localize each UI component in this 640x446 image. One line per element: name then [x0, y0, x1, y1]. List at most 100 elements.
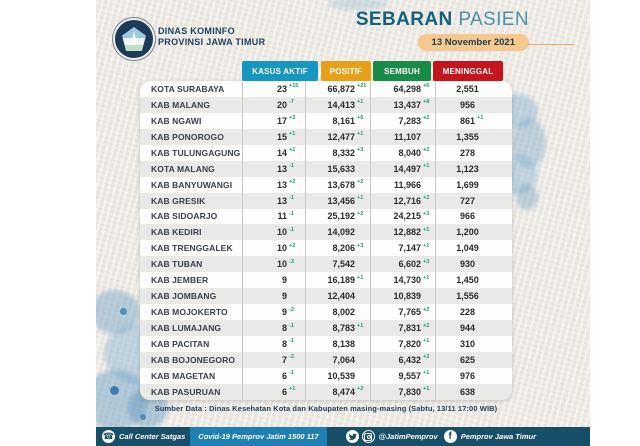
- agency-line1: DINAS KOMINFO: [158, 26, 235, 36]
- sembuh-value: 7,765 +2: [370, 304, 435, 320]
- sembuh-delta: +2: [423, 306, 430, 313]
- aktif-value: 10 -1: [242, 224, 305, 240]
- region-name: KAB NGAWI: [151, 115, 202, 126]
- positif-value: 16,189 +1: [305, 272, 370, 288]
- sembuh-value: 12,716 +2: [370, 193, 435, 209]
- positif-delta: +2: [357, 210, 364, 217]
- aktif-value: 10 +2: [242, 240, 305, 256]
- sembuh-delta: +2: [423, 322, 430, 329]
- positif-value: 66,872 +21: [305, 81, 370, 97]
- positif-value: 8,474 +2: [305, 384, 370, 400]
- positif-value: 7,542: [332, 259, 355, 270]
- aktif-delta: -2: [289, 306, 294, 313]
- call-center-label: Call Center Satgas: [119, 432, 186, 441]
- table-row: KAB SIDOARJO 11 -1 25,192 +2 24,215 +3 966: [140, 209, 512, 225]
- sembuh-value: 6,602 +3: [370, 256, 435, 272]
- title-bold: SEBARAN: [355, 9, 453, 30]
- sembuh-delta: +2: [423, 147, 430, 154]
- meninggal-value: 1,123: [456, 163, 479, 174]
- region-name: KAB TULUNGAGUNG: [151, 147, 241, 158]
- aktif-delta: +1: [289, 131, 296, 138]
- region-name: KAB KEDIRI: [151, 227, 202, 238]
- aktif-value: 9: [281, 291, 287, 302]
- positif-value: 12,477 +1: [305, 129, 370, 145]
- aktif-delta: +1: [289, 386, 296, 393]
- positif-value: 8,161 +6: [305, 113, 370, 129]
- sembuh-delta: +6: [423, 83, 430, 90]
- sembuh-delta: +1: [423, 338, 430, 345]
- region-name: KAB MOJOKERTO: [151, 307, 228, 318]
- aktif-value: 20 -7: [242, 97, 305, 113]
- phone-icon: ☎: [102, 430, 115, 443]
- facebook-name[interactable]: Pemprov Jawa Timur: [460, 432, 536, 441]
- twitter-icon[interactable]: [345, 430, 359, 443]
- data-table: KOTA SURABAYA 23 +15 66,872 +21 64,298 +6 2,551…: [140, 81, 512, 400]
- title-block: SEBARAN PASIEN 13 November 2021: [356, 10, 529, 51]
- meninggal-value: 310: [459, 338, 476, 349]
- column-divider: [370, 81, 371, 400]
- jawa-timur-emblem-logo: [113, 18, 155, 60]
- aktif-value: 7 -2: [242, 352, 305, 368]
- meninggal-value: 930: [459, 259, 476, 270]
- sembuh-delta: +2: [423, 354, 430, 361]
- region-name: KAB MAGETAN: [151, 370, 216, 381]
- meninggal-value: 1,355: [456, 131, 479, 142]
- table-row: KAB NGAWI 17 +3 8,161 +6 7,283 +2 861 +1: [140, 113, 512, 129]
- sembuh-delta: +1: [423, 242, 430, 249]
- positif-value: 8,206 +3: [305, 240, 370, 256]
- agency-line2: PROVINSI JAWA TIMUR: [158, 37, 266, 47]
- positif-delta: +3: [357, 242, 364, 249]
- aktif-value: 9 -2: [242, 304, 305, 320]
- aktif-value: 8 -1: [242, 336, 305, 352]
- footer-bar: ☎ Call Center Satgas Covid-19 Pemprov Ja…: [96, 427, 590, 446]
- table-row: KAB JEMBER 9 16,189 +1 14,730 +1 1,450: [140, 272, 512, 288]
- table-row: KAB JOMBANG 9 12,404 10,839 1,556: [140, 288, 512, 305]
- meninggal-value: 956: [459, 99, 476, 110]
- aktif-value: 10 -3: [242, 256, 305, 272]
- region-name: KAB JEMBER: [151, 275, 209, 286]
- table-row: KAB TUBAN 10 -3 7,542 6,602 +3 930: [140, 256, 512, 273]
- aktif-value: 6 +1: [242, 384, 305, 400]
- sembuh-value: 64,298 +6: [370, 81, 435, 97]
- aktif-delta: +2: [289, 179, 296, 186]
- column-header-positif: POSITIF: [321, 61, 371, 81]
- positif-value: 10,539: [327, 370, 355, 381]
- twitter-handle[interactable]: @JatimPemprov: [378, 432, 438, 441]
- facebook-icon[interactable]: f: [443, 430, 457, 443]
- meninggal-value: 727: [459, 195, 476, 206]
- table-row: KAB TULUNGAGUNG 14 +1 8,332 +3 8,040 +2 278: [140, 145, 512, 161]
- sembuh-delta: +2: [423, 195, 430, 202]
- positif-value: 8,783 +1: [305, 320, 370, 336]
- table-row: KAB MAGETAN 6 -1 10,539 9,557 +1 976: [140, 368, 512, 384]
- sembuh-value: 9,557 +1: [370, 368, 435, 384]
- positif-value: 8,138: [332, 338, 355, 349]
- sembuh-value: 24,215 +3: [370, 209, 435, 225]
- positif-value: 25,192 +2: [305, 209, 370, 225]
- aktif-value: 13 -1: [242, 193, 305, 209]
- table-row: KAB MALANG 20 -7 14,413 +1 13,437 +8 956: [140, 96, 512, 113]
- agency-name: DINAS KOMINFO PROVINSI JAWA TIMUR: [158, 26, 265, 48]
- meninggal-value: 278: [459, 147, 476, 158]
- sembuh-delta: +3: [423, 258, 430, 265]
- instagram-icon[interactable]: [361, 430, 375, 443]
- region-name: KAB TUBAN: [151, 259, 203, 270]
- sembuh-value: 13,437 +8: [370, 97, 435, 113]
- positif-delta: +2: [357, 386, 364, 393]
- sembuh-value: 7,831 +2: [370, 320, 435, 336]
- column-header-meninggal: MENINGGAL: [433, 61, 503, 81]
- region-name: KAB SIDOARJO: [151, 211, 218, 222]
- positif-value: 13,456 +1: [305, 193, 370, 209]
- region-name: KAB PASURUAN: [151, 386, 221, 397]
- aktif-value: 15 +1: [242, 129, 305, 145]
- column-header-sembuh: SEMBUH: [373, 61, 431, 81]
- aktif-delta: -1: [289, 210, 294, 217]
- meninggal-value: 1,200: [456, 227, 479, 238]
- column-header-kasus-aktif: KASUS AKTIF: [242, 61, 318, 81]
- positif-delta: +1: [357, 195, 364, 202]
- splash-dot: [120, 308, 127, 315]
- region-name: KAB MALANG: [151, 99, 211, 110]
- sembuh-value: 14,497 +1: [370, 161, 435, 177]
- region-name: KAB JOMBANG: [151, 291, 217, 302]
- table-row: KAB GRESIK 13 -1 13,456 +1 12,716 +2 727: [140, 192, 512, 209]
- meninggal-value: 1,049: [456, 243, 479, 254]
